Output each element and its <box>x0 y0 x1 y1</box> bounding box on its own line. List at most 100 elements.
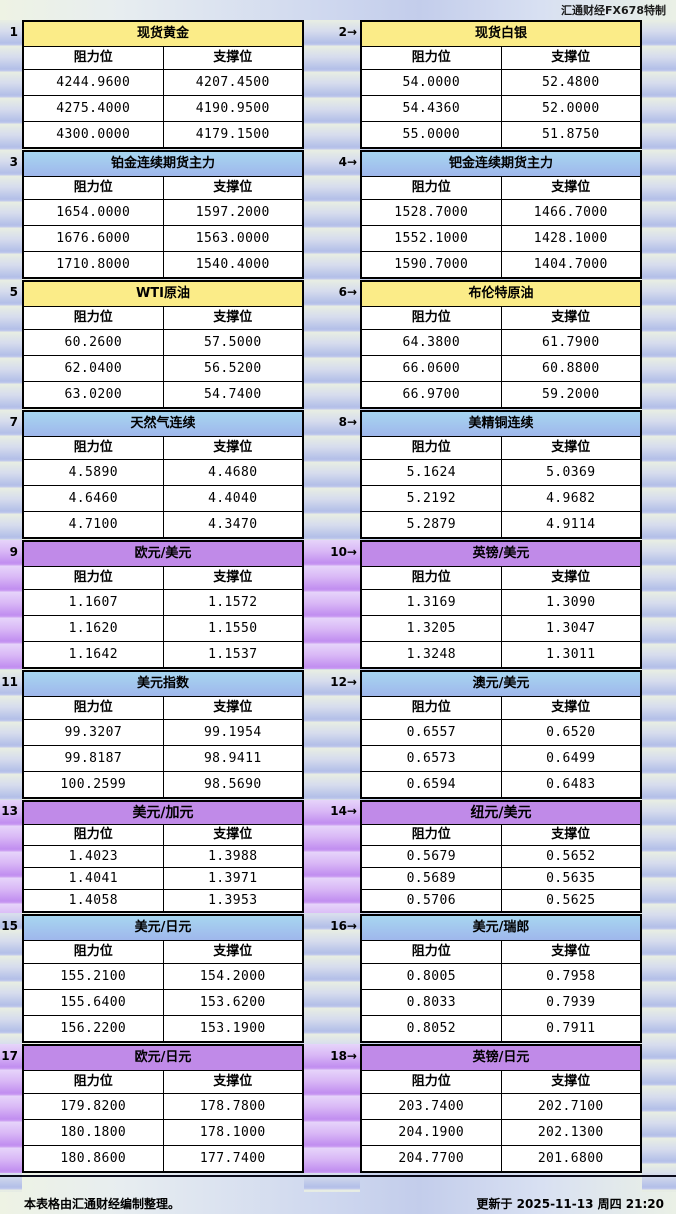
support-value: 1.3090 <box>500 589 642 616</box>
card-title: 美精铜连续 <box>360 410 642 437</box>
table-row: 66.0600 60.8800 <box>360 355 642 382</box>
table-row: 4.7100 4.3470 <box>22 511 304 539</box>
support-header: 支撑位 <box>162 436 304 460</box>
resistance-value: 204.7700 <box>360 1145 502 1173</box>
resistance-value: 5.2192 <box>360 485 502 512</box>
table-row: 1.4041 1.3971 <box>22 867 304 890</box>
resistance-header: 阻力位 <box>22 940 164 964</box>
support-value: 1.1537 <box>162 641 304 669</box>
support-value: 1.1572 <box>162 589 304 616</box>
instrument-card: 澳元/美元 阻力位 支撑位 0.6557 0.6520 0.6573 0.6499 0.659… <box>360 670 642 799</box>
support-value: 0.6483 <box>500 771 642 799</box>
resistance-value: 5.1624 <box>360 459 502 486</box>
support-value: 1.3953 <box>162 889 304 913</box>
table-row: 179.8200 178.7800 <box>22 1093 304 1120</box>
support-header: 支撑位 <box>500 696 642 720</box>
resistance-header: 阻力位 <box>360 696 502 720</box>
instrument-card: 英镑/日元 阻力位 支撑位 203.7400 202.7100 204.1900 202.1… <box>360 1044 642 1173</box>
resistance-value: 203.7400 <box>360 1093 502 1120</box>
block-index-8: 8→ <box>338 415 357 429</box>
table-row: 1.1607 1.1572 <box>22 589 304 616</box>
support-value: 54.7400 <box>162 381 304 409</box>
card-header-row: 阻力位 支撑位 <box>360 436 642 460</box>
support-value: 98.5690 <box>162 771 304 799</box>
block-index-7: 7 <box>9 415 18 429</box>
instrument-card: WTI原油 阻力位 支撑位 60.2600 57.5000 62.0400 56.5200 6… <box>22 280 304 409</box>
gutter-tint <box>304 800 360 913</box>
support-value: 202.1300 <box>500 1119 642 1146</box>
table-row: 5.2879 4.9114 <box>360 511 642 539</box>
table-row: 1.3248 1.3011 <box>360 641 642 669</box>
resistance-value: 5.2879 <box>360 511 502 539</box>
table-row: 54.0000 52.4800 <box>360 69 642 96</box>
resistance-value: 180.1800 <box>22 1119 164 1146</box>
resistance-header: 阻力位 <box>360 436 502 460</box>
table-row: 180.8600 177.7400 <box>22 1145 304 1173</box>
gutter-tint <box>0 1044 22 1173</box>
support-value: 4.4680 <box>162 459 304 486</box>
instrument-card: 天然气连续 阻力位 支撑位 4.5890 4.4680 4.6460 4.4040 4.710… <box>22 410 304 539</box>
resistance-value: 155.6400 <box>22 989 164 1016</box>
table-row: 1.1642 1.1537 <box>22 641 304 669</box>
resistance-value: 54.4360 <box>360 95 502 122</box>
resistance-header: 阻力位 <box>360 940 502 964</box>
card-title: 英镑/日元 <box>360 1044 642 1071</box>
table-row: 0.6573 0.6499 <box>360 745 642 772</box>
right-edge-gutter <box>642 20 676 1192</box>
support-value: 61.7900 <box>500 329 642 356</box>
card-header-row: 阻力位 支撑位 <box>22 46 304 70</box>
brand-label: 汇通财经FX678特制 <box>561 4 666 17</box>
card-title: 现货黄金 <box>22 20 304 47</box>
footer-separator <box>0 1175 676 1177</box>
card-header-row: 阻力位 支撑位 <box>22 436 304 460</box>
instrument-card: 纽元/美元 阻力位 支撑位 0.5679 0.5652 0.5689 0.5635 0.570… <box>360 800 642 913</box>
support-value: 60.8800 <box>500 355 642 382</box>
table-row: 62.0400 56.5200 <box>22 355 304 382</box>
card-header-row: 阻力位 支撑位 <box>360 176 642 200</box>
card-title: 布伦特原油 <box>360 280 642 307</box>
support-header: 支撑位 <box>162 824 304 846</box>
resistance-value: 100.2599 <box>22 771 164 799</box>
card-header-row: 阻力位 支撑位 <box>22 696 304 720</box>
instrument-card: 美元/瑞郎 阻力位 支撑位 0.8005 0.7958 0.8033 0.7939 0.805… <box>360 914 642 1043</box>
resistance-value: 156.2200 <box>22 1015 164 1043</box>
table-row: 0.8052 0.7911 <box>360 1015 642 1043</box>
gutter-tint <box>304 540 360 669</box>
table-row: 0.5679 0.5652 <box>360 845 642 868</box>
resistance-value: 1590.7000 <box>360 251 502 279</box>
card-header-row: 阻力位 支撑位 <box>360 46 642 70</box>
support-header: 支撑位 <box>162 1070 304 1094</box>
support-value: 0.5625 <box>500 889 642 913</box>
block-index-1: 1 <box>9 25 18 39</box>
resistance-value: 4300.0000 <box>22 121 164 149</box>
support-value: 178.7800 <box>162 1093 304 1120</box>
gutter-tint <box>304 1044 360 1173</box>
support-value: 0.6499 <box>500 745 642 772</box>
resistance-value: 4.5890 <box>22 459 164 486</box>
card-title: 美元/加元 <box>22 800 304 825</box>
card-title: 英镑/美元 <box>360 540 642 567</box>
resistance-header: 阻力位 <box>22 824 164 846</box>
resistance-header: 阻力位 <box>22 436 164 460</box>
resistance-value: 0.5679 <box>360 845 502 868</box>
card-title: 纽元/美元 <box>360 800 642 825</box>
table-row: 4244.9600 4207.4500 <box>22 69 304 96</box>
card-header-row: 阻力位 支撑位 <box>22 824 304 846</box>
support-value: 0.6520 <box>500 719 642 746</box>
block-index-11: 11 <box>1 675 18 689</box>
card-header-row: 阻力位 支撑位 <box>360 824 642 846</box>
support-value: 4179.1500 <box>162 121 304 149</box>
table-row: 204.7700 201.6800 <box>360 1145 642 1173</box>
resistance-value: 54.0000 <box>360 69 502 96</box>
support-header: 支撑位 <box>500 436 642 460</box>
support-header: 支撑位 <box>500 176 642 200</box>
block-index-18: 18→ <box>330 1049 357 1063</box>
resistance-value: 0.8052 <box>360 1015 502 1043</box>
instrument-card: 欧元/日元 阻力位 支撑位 179.8200 178.7800 180.1800 178.1… <box>22 1044 304 1173</box>
block-index-3: 3 <box>9 155 18 169</box>
footer-credit: 本表格由汇通财经编制整理。 <box>24 1196 181 1211</box>
support-value: 153.6200 <box>162 989 304 1016</box>
table-row: 1.3169 1.3090 <box>360 589 642 616</box>
table-row: 55.0000 51.8750 <box>360 121 642 149</box>
support-value: 4.4040 <box>162 485 304 512</box>
